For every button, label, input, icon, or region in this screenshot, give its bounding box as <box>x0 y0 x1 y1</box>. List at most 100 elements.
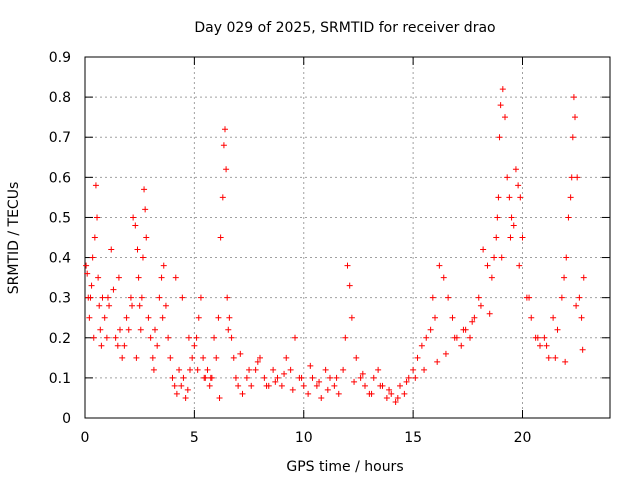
data-point <box>125 326 132 333</box>
data-point <box>89 254 96 261</box>
data-point <box>537 342 543 349</box>
data-point <box>98 342 105 349</box>
data-point <box>401 390 408 397</box>
y-axis-label: SRMTID / TECUs <box>6 182 22 295</box>
data-point <box>180 374 187 381</box>
y-tick-label: 0.4 <box>49 251 71 267</box>
data-point <box>263 382 270 389</box>
data-point <box>543 342 550 349</box>
data-point <box>526 294 533 301</box>
data-point <box>357 374 364 381</box>
data-point <box>184 386 191 393</box>
data-point <box>570 94 577 101</box>
data-point <box>475 294 482 301</box>
data-point <box>243 374 250 381</box>
data-point <box>300 382 307 389</box>
data-point <box>497 102 504 109</box>
data-point <box>405 374 412 381</box>
data-point <box>307 362 314 369</box>
data-point <box>429 294 436 301</box>
data-point <box>211 334 218 341</box>
data-point <box>232 374 239 381</box>
data-point <box>270 366 277 373</box>
data-point <box>159 314 166 321</box>
data-point <box>200 354 207 361</box>
data-point <box>90 334 97 341</box>
data-point <box>193 334 200 341</box>
x-tick-labels: 0 5 10 15 20 <box>81 430 532 446</box>
data-point <box>346 282 353 289</box>
data-point <box>519 234 526 241</box>
data-point <box>154 342 161 349</box>
data-point <box>141 186 148 193</box>
data-point <box>335 390 342 397</box>
data-point <box>368 390 375 397</box>
data-point <box>388 390 395 397</box>
data-point <box>471 314 478 321</box>
axis-ticks <box>84 56 610 419</box>
data-point <box>99 294 106 301</box>
data-point <box>418 342 425 349</box>
data-point <box>96 302 103 309</box>
data-point <box>86 314 93 321</box>
data-point <box>498 254 505 261</box>
data-points <box>83 86 587 405</box>
data-point <box>130 214 137 221</box>
data-point <box>507 234 514 241</box>
data-point <box>410 366 417 373</box>
data-point <box>178 382 185 389</box>
data-point <box>207 374 214 381</box>
data-point <box>348 314 355 321</box>
data-point <box>496 134 503 141</box>
data-point <box>580 274 587 281</box>
data-point <box>516 262 523 269</box>
data-point <box>495 194 502 201</box>
data-point <box>573 302 580 309</box>
y-tick-label: 0 <box>62 411 71 427</box>
data-point <box>201 374 208 381</box>
x-tick-label: 10 <box>295 430 313 446</box>
y-tick-label: 0.6 <box>49 170 71 186</box>
data-point <box>342 334 349 341</box>
data-point <box>480 246 487 253</box>
data-point <box>558 294 565 301</box>
data-point <box>145 314 152 321</box>
data-point <box>333 374 340 381</box>
data-point <box>550 314 557 321</box>
data-point <box>305 390 312 397</box>
data-point <box>377 382 384 389</box>
data-point <box>386 386 393 393</box>
data-point <box>488 274 495 281</box>
data-point <box>182 394 189 401</box>
x-tick-label: 5 <box>190 430 199 446</box>
data-point <box>494 214 501 221</box>
data-point <box>309 374 316 381</box>
data-point <box>142 206 149 213</box>
data-point <box>467 334 473 341</box>
data-point <box>252 366 259 373</box>
data-point <box>133 354 140 361</box>
data-point <box>517 194 524 201</box>
data-point <box>167 354 174 361</box>
data-point <box>458 342 465 349</box>
data-point <box>171 382 178 389</box>
data-point <box>165 334 172 341</box>
data-point <box>132 222 139 229</box>
data-point <box>541 334 548 341</box>
data-point <box>110 286 117 293</box>
data-point <box>423 334 430 341</box>
data-point <box>353 354 360 361</box>
data-point <box>460 326 467 333</box>
data-point <box>156 294 163 301</box>
data-point <box>283 354 290 361</box>
data-point <box>383 394 390 401</box>
data-point <box>160 262 167 269</box>
data-point <box>84 270 91 277</box>
x-tick-label: 15 <box>404 430 422 446</box>
data-point <box>152 326 158 333</box>
data-point <box>94 214 101 221</box>
data-point <box>206 382 213 389</box>
data-point <box>545 354 552 361</box>
data-point <box>359 370 366 377</box>
